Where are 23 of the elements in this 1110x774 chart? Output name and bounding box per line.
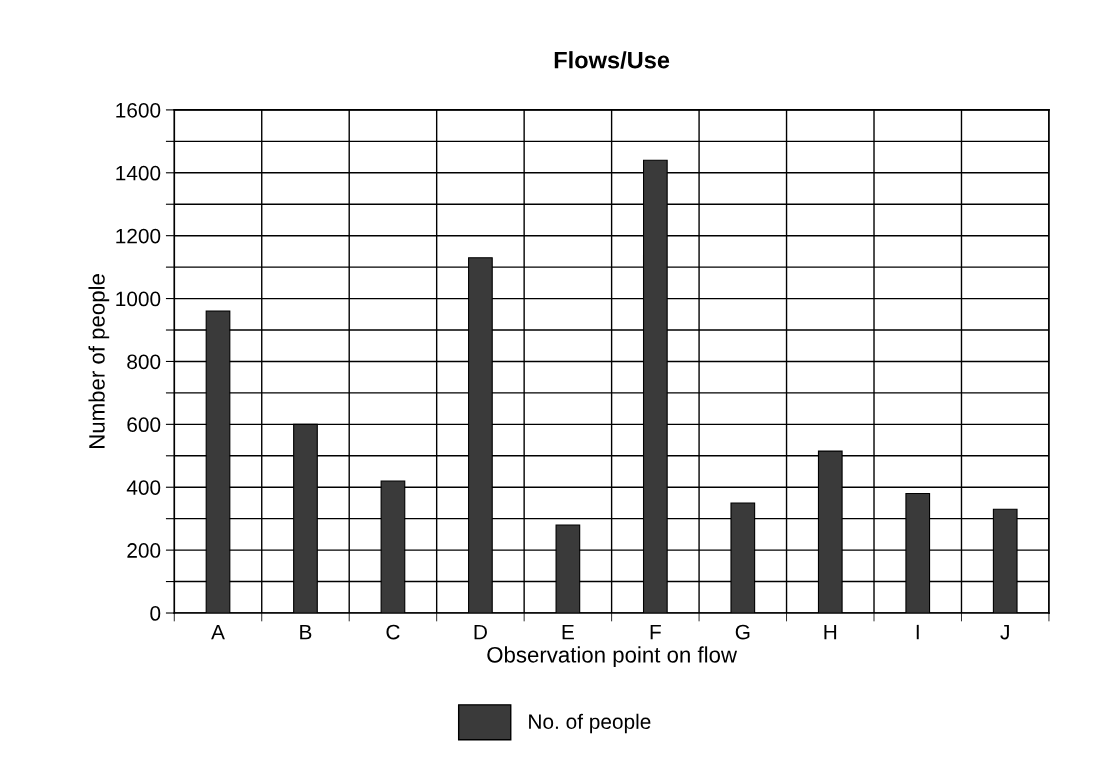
y-tick-label: 600 xyxy=(127,417,161,433)
x-tick-label: A xyxy=(211,624,225,640)
x-tick-label: C xyxy=(386,624,400,640)
y-tick-label: 1200 xyxy=(116,228,161,244)
y-tick-label: 800 xyxy=(127,354,161,370)
y-tick-label: 1400 xyxy=(116,165,161,181)
y-tick-label: 1600 xyxy=(116,102,161,118)
x-tick-label: F xyxy=(650,624,661,640)
x-tick-label: D xyxy=(474,624,487,640)
y-axis-title: Number of people xyxy=(88,274,110,448)
x-tick-label: I xyxy=(916,624,919,640)
legend-label: No. of people xyxy=(529,713,651,734)
x-tick-label: B xyxy=(300,624,312,640)
y-tick-label: 200 xyxy=(127,543,161,558)
x-tick-label: E xyxy=(562,624,574,640)
y-tick-label: 1000 xyxy=(116,291,161,307)
chart-title: Flows/Use xyxy=(554,51,670,69)
y-tick-label: 400 xyxy=(126,480,161,495)
x-tick-label: G xyxy=(735,624,750,640)
x-tick-label: H xyxy=(824,624,837,640)
x-tick-label: J xyxy=(1000,624,1009,640)
x-axis-title: Observation point on flow xyxy=(487,646,738,668)
y-tick-label: 0 xyxy=(150,606,161,621)
